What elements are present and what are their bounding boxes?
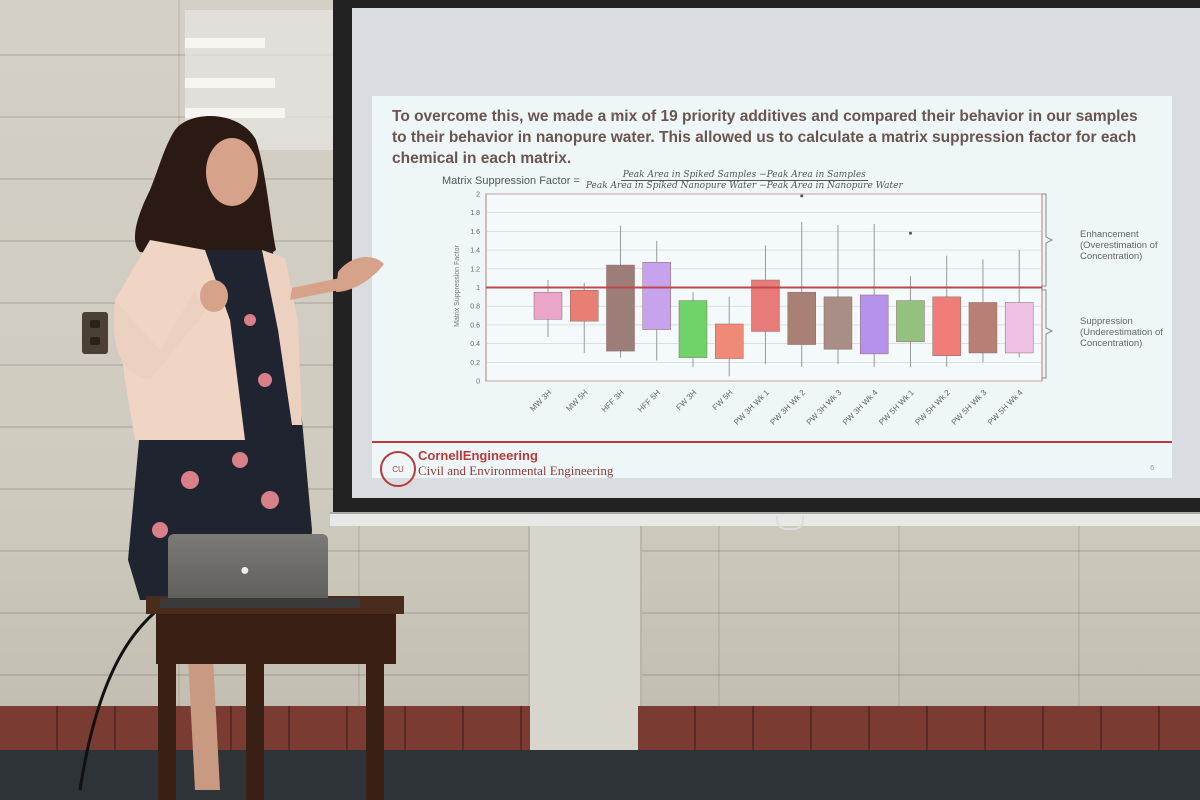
- box-8: [823, 296, 853, 350]
- formula-fraction: Peak Area in Spiked Samples −Peak Area i…: [586, 170, 903, 191]
- box-7: [787, 291, 816, 345]
- y-tick-label: 2: [476, 192, 480, 199]
- x-tick-label: PW 5H Wk 2: [913, 388, 952, 427]
- light-stripe: [185, 78, 275, 88]
- box-12: [968, 302, 998, 354]
- brand-name: CornellEngineering: [418, 448, 538, 463]
- x-tick-label: MW 3H: [528, 388, 553, 413]
- x-tick-label: PW 3H Wk 3: [805, 388, 844, 427]
- outlier-point: [908, 231, 912, 235]
- y-tick-label: 0.2: [470, 360, 480, 367]
- x-tick-label: PW 5H Wk 4: [986, 388, 1025, 427]
- x-tick-label: PW 3H Wk 4: [841, 388, 880, 427]
- table-skirt: [156, 614, 396, 664]
- screen-pull-hook: [776, 516, 804, 530]
- suppression-note: Suppression (Underestimation of Concentr…: [1080, 316, 1163, 349]
- y-tick-label: 0.6: [470, 322, 480, 329]
- enhancement-brace: [1040, 193, 1054, 287]
- x-tick-label: HFF 5H: [636, 388, 662, 414]
- x-tick-label: FW 3H: [674, 388, 698, 412]
- apple-logo-icon: ●: [240, 562, 250, 579]
- slide-heading: To overcome this, we made a mix of 19 pr…: [392, 108, 1138, 167]
- box-plot-chart: Matrix Suppression Factor 0 0.2 0.4 0.6 0.8 1…: [454, 192, 1054, 427]
- light-stripe: [185, 38, 265, 48]
- box-6: [751, 279, 780, 332]
- x-tick-label: FW 5H: [711, 388, 735, 412]
- presenter-right-hand: [336, 257, 384, 292]
- x-tick-label: MW 5H: [564, 388, 589, 413]
- laptop-lid: ●: [168, 534, 328, 604]
- light-stripe: [185, 108, 285, 118]
- box-10: [896, 300, 925, 342]
- box-3: [642, 262, 671, 330]
- formula-numerator: Peak Area in Spiked Samples −Peak Area i…: [620, 170, 868, 181]
- footer-rule: [372, 441, 1172, 443]
- presenter: [78, 116, 384, 791]
- box-5: [714, 323, 744, 359]
- presenter-arm: [113, 290, 205, 380]
- slide-page-number: 6: [1150, 465, 1154, 472]
- box-0: [533, 291, 563, 320]
- y-axis-label: Matrix Suppression Factor: [454, 244, 461, 326]
- department-name: Civil and Environmental Engineering: [418, 463, 614, 478]
- suppression-formula: Matrix Suppression Factor = Peak Area in…: [442, 170, 903, 191]
- box-4: [678, 300, 708, 358]
- laptop-base: [160, 598, 360, 608]
- formula-denominator: Peak Area in Spiked Nanopure Water −Peak…: [585, 181, 903, 191]
- y-tick-label: 1.2: [470, 266, 480, 273]
- y-tick-label: 1: [476, 285, 480, 292]
- box-2: [606, 264, 635, 352]
- screen-bottom-bar: [330, 512, 1200, 526]
- y-tick-label: 1.8: [470, 210, 480, 217]
- table-leg: [366, 664, 384, 800]
- box-13: [1004, 302, 1034, 354]
- x-tick-label: PW 3H Wk 2: [768, 388, 807, 427]
- x-tick-label: HFF 3H: [600, 388, 626, 414]
- presentation-slide: To overcome this, we made a mix of 19 pr…: [372, 96, 1172, 487]
- power-outlet: [82, 312, 108, 354]
- y-tick-label: 1.4: [470, 248, 480, 255]
- y-tick-label: 1.6: [470, 229, 480, 236]
- y-tick-label: 0.8: [470, 304, 480, 311]
- seal-text: CU: [392, 464, 404, 474]
- outlier-point: [800, 194, 804, 198]
- x-tick-label: PW 3H Wk 1: [732, 388, 771, 427]
- cornell-seal-logo: CU: [380, 451, 416, 487]
- box-9: [859, 294, 889, 355]
- box-1: [569, 290, 599, 322]
- presenter-right-arm: [290, 276, 350, 300]
- enhancement-note: Enhancement (Overestimation of Concentra…: [1080, 229, 1158, 262]
- brick-band-right: [638, 706, 1200, 752]
- x-tick-label: PW 5H Wk 3: [950, 388, 989, 427]
- table-leg: [158, 664, 176, 800]
- presenter-face: [206, 138, 258, 206]
- table-leg: [246, 664, 264, 800]
- formula-label: Matrix Suppression Factor =: [442, 174, 580, 187]
- presenter-left-hand: [200, 280, 228, 312]
- x-tick-label: PW 5H Wk 1: [877, 388, 916, 427]
- box-11: [932, 296, 961, 357]
- suppression-brace: [1040, 289, 1054, 379]
- wall-pillar: [528, 520, 642, 760]
- y-tick-label: 0.4: [470, 341, 480, 348]
- y-tick-label: 0: [476, 379, 480, 386]
